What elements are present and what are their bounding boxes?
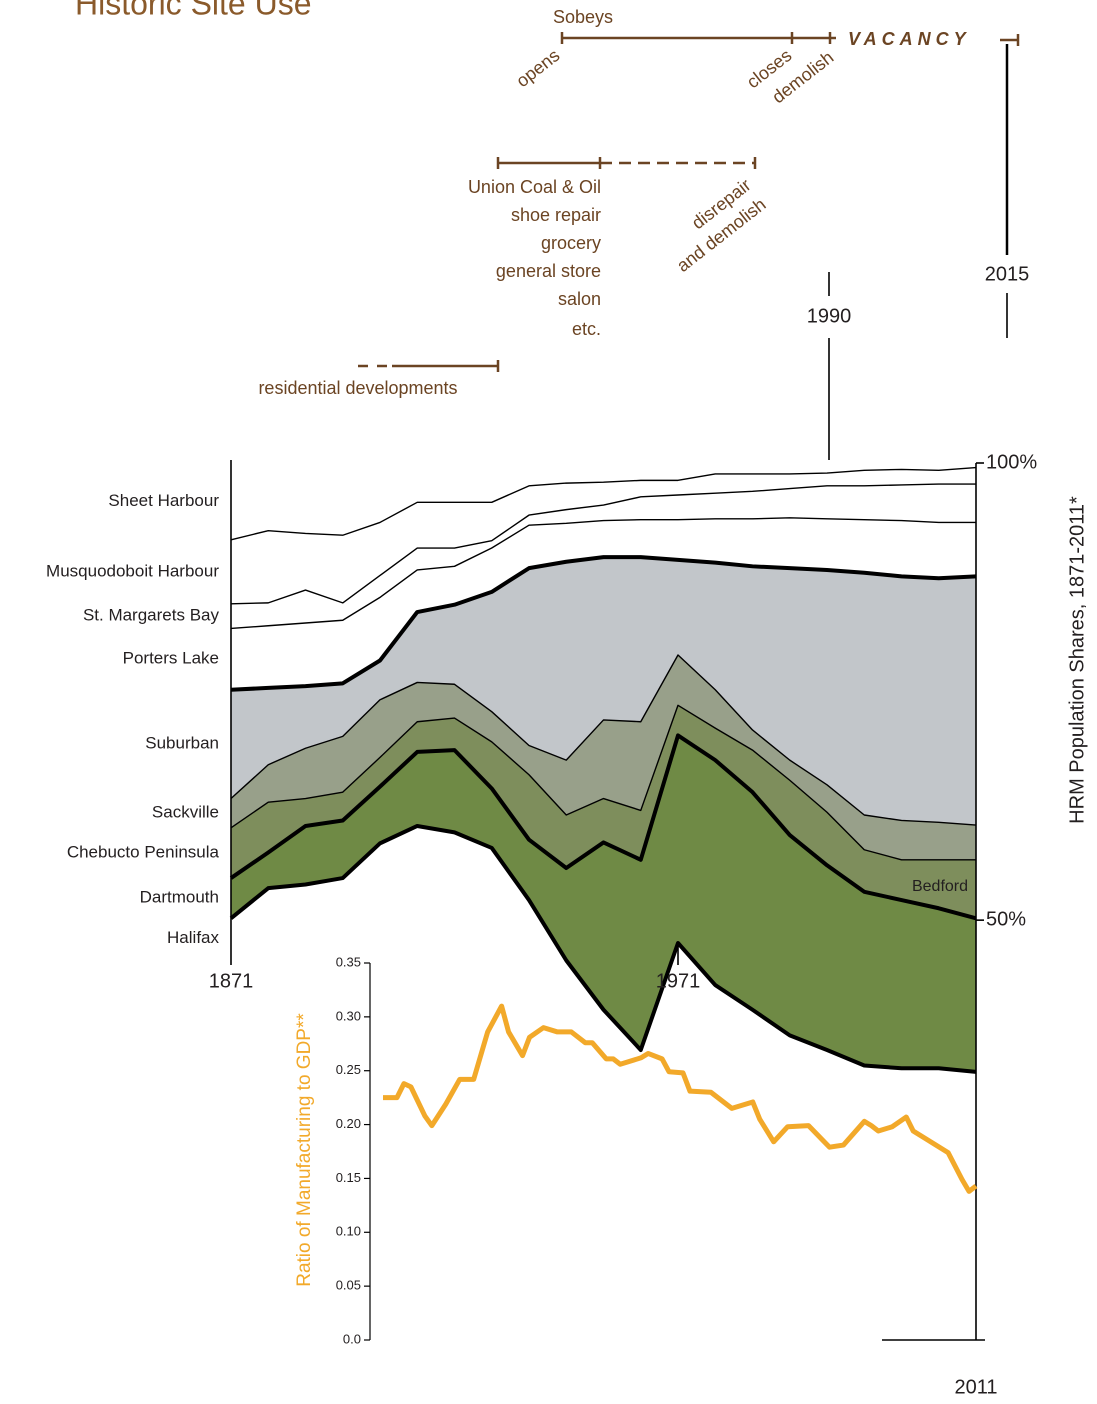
y-tick-label: 0.10 [336,1224,361,1239]
x-tick-label: 1971 [656,970,701,992]
x-tick-label: 2011 [954,1376,997,1398]
timeline: Sobeys opens closes demolish VACANCY Uni… [258,7,1018,398]
population-areas [231,463,976,1377]
site-use: Union Coal & Oil [468,177,601,197]
site-use: grocery [541,233,601,253]
series-label: Chebucto Peninsula [67,842,220,861]
series-label: St. Margarets Bay [83,606,220,625]
y-tick-label: 0.25 [336,1062,361,1077]
page: Historic Site Use Sobeys opens closes de… [0,0,1097,1404]
site-use: etc. [572,319,601,339]
series-label: Suburban [145,734,219,753]
y-tick-label: 0.35 [336,954,361,969]
site-use: salon [558,289,601,309]
y-axis-title: HRM Population Shares, 1871-2011* [1066,496,1088,824]
series-label: Halifax [167,928,219,947]
series-label: Sackville [152,803,219,822]
annotation: Bedford [912,878,968,895]
site-use: shoe repair [511,205,601,225]
y-tick-label: 0.30 [336,1008,361,1023]
site-use: general store [496,261,601,281]
vacancy-label: VACANCY [848,29,971,49]
page-title: Historic Site Use [75,0,312,21]
series-label: Porters Lake [123,649,219,668]
sobeys-label: Sobeys [553,7,613,27]
y-tick-label: 0.0 [343,1331,361,1346]
y-tick-label: 0.20 [336,1116,361,1131]
year-label: 1990 [807,305,852,327]
y-tick-label: 100% [986,451,1037,473]
series-label: Sheet Harbour [108,491,219,510]
year-label: 2015 [985,263,1030,285]
opens-label: opens [512,45,563,91]
residential-label: residential developments [258,378,457,398]
series-label: Musquodoboit Harbour [46,561,219,580]
y-tick-label: 0.05 [336,1278,361,1293]
y-tick-label: 0.15 [336,1170,361,1185]
x-tick-label: 1871 [209,970,254,992]
manufacturing-axis-title: Ratio of Manufacturing to GDP** [294,1013,315,1287]
y-tick-label: 50% [986,908,1026,930]
series-label: Dartmouth [140,888,219,907]
